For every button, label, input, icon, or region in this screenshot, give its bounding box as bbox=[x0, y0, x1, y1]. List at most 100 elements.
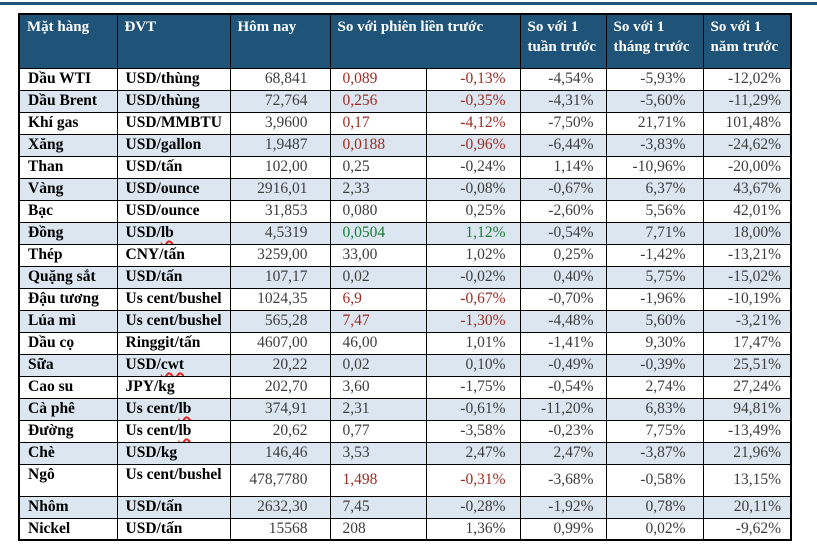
session-change-pct-cell: 1,36% bbox=[425, 517, 521, 541]
session-change-pct-cell: 1,02% bbox=[425, 243, 521, 267]
commodity-name-cell: Than bbox=[18, 155, 118, 179]
session-change-pct-cell: -3,58% bbox=[425, 419, 521, 443]
month-change-cell: 5,56% bbox=[605, 199, 704, 223]
unit-text: Us cent/bushel bbox=[125, 311, 222, 329]
session-change-pct-cell: -0,35% bbox=[425, 89, 521, 113]
commodity-name-cell: Khí gas bbox=[18, 111, 118, 135]
session-change-pct-cell: 1,12% bbox=[425, 221, 521, 245]
week-change-cell: -4,48% bbox=[519, 309, 607, 333]
year-change-cell: 42,01% bbox=[702, 199, 792, 223]
session-change-cell: 33,00 bbox=[329, 243, 427, 267]
week-change-cell: -2,60% bbox=[519, 199, 607, 223]
today-price-cell: 202,70 bbox=[229, 375, 331, 399]
week-change-cell: -1,92% bbox=[519, 495, 607, 519]
week-change-cell: -0,70% bbox=[519, 287, 607, 311]
week-change-cell: -3,68% bbox=[519, 463, 607, 497]
month-change-cell: 2,74% bbox=[605, 375, 704, 399]
unit-text: USD/thùng bbox=[125, 69, 200, 87]
year-change-cell: 13,15% bbox=[702, 463, 792, 497]
commodity-name-cell: Chè bbox=[18, 441, 118, 465]
session-change-cell: 7,45 bbox=[329, 495, 427, 519]
table-row: Nickel USD/tấn 15568 208 1,36% 0,99% 0,0… bbox=[18, 517, 792, 541]
month-change-cell: 21,71% bbox=[605, 111, 704, 135]
month-change-cell: 6,37% bbox=[605, 177, 704, 201]
session-change-cell: 3,60 bbox=[329, 375, 427, 399]
session-change-pct-cell: -0,67% bbox=[425, 287, 521, 311]
week-change-cell: -4,54% bbox=[519, 67, 607, 91]
month-change-cell: -1,96% bbox=[605, 287, 704, 311]
year-change-cell: -12,02% bbox=[702, 67, 792, 91]
unit-spellcheck-text: lb bbox=[178, 421, 192, 439]
unit-spellcheck-text: lb bbox=[178, 399, 192, 417]
commodity-name-cell: Lúa mì bbox=[18, 309, 118, 333]
year-change-cell: -11,29% bbox=[702, 89, 792, 113]
year-change-cell: 17,47% bbox=[702, 331, 792, 355]
year-change-cell: -10,19% bbox=[702, 287, 792, 311]
table-row: Xăng USD/gallon 1,9487 0,0188 -0,96% -6,… bbox=[18, 133, 792, 157]
month-change-cell: 7,75% bbox=[605, 419, 704, 443]
table-row: Bạc USD/ounce 31,853 0,080 0,25% -2,60% … bbox=[18, 199, 792, 223]
month-change-cell: 5,75% bbox=[605, 265, 704, 289]
unit-spellcheck-text: cwt bbox=[160, 355, 185, 373]
commodity-name-cell: Thép bbox=[18, 243, 118, 267]
week-change-cell: 0,40% bbox=[519, 265, 607, 289]
session-change-pct-cell: -4,12% bbox=[425, 111, 521, 135]
commodity-price-table: Mặt hàng ĐVT Hôm nay So với phiên liền t… bbox=[18, 13, 792, 541]
commodity-name-cell: Bạc bbox=[18, 199, 118, 223]
table-body: Dầu WTI USD/thùng 68,841 0,089 -0,13% -4… bbox=[18, 67, 792, 541]
month-change-cell: 7,71% bbox=[605, 221, 704, 245]
session-change-pct-cell: -0,08% bbox=[425, 177, 521, 201]
month-change-cell: 5,60% bbox=[605, 309, 704, 333]
commodity-name-cell: Nickel bbox=[18, 517, 118, 541]
session-change-pct-cell: 1,01% bbox=[425, 331, 521, 355]
session-change-cell: 0,02 bbox=[329, 265, 427, 289]
session-change-pct-cell: 2,47% bbox=[425, 441, 521, 465]
unit-text: USD/ounce bbox=[125, 179, 200, 197]
unit-text: USD/thùng bbox=[125, 91, 200, 109]
today-price-cell: 3259,00 bbox=[229, 243, 331, 267]
today-price-cell: 565,28 bbox=[229, 309, 331, 333]
unit-text: Us cent/ bbox=[125, 399, 179, 417]
unit-cell: USD/tấn bbox=[116, 495, 231, 519]
table-row: Dầu Brent USD/thùng 72,764 0,256 -0,35% … bbox=[18, 89, 792, 113]
unit-cell: USD/ounce bbox=[116, 177, 231, 201]
month-change-cell: -0,58% bbox=[605, 463, 704, 497]
unit-cell: Us cent/bushel bbox=[116, 287, 231, 311]
session-change-cell: 0,17 bbox=[329, 111, 427, 135]
week-change-cell: -0,23% bbox=[519, 419, 607, 443]
unit-cell: USD/tấn bbox=[116, 155, 231, 179]
year-change-cell: 94,81% bbox=[702, 397, 792, 421]
today-price-cell: 107,17 bbox=[229, 265, 331, 289]
today-price-cell: 31,853 bbox=[229, 199, 331, 223]
unit-cell: USD/MMBTU bbox=[116, 111, 231, 135]
session-change-cell: 6,9 bbox=[329, 287, 427, 311]
unit-text: USD/gallon bbox=[125, 135, 202, 153]
session-change-cell: 208 bbox=[329, 517, 427, 541]
unit-cell: USD/gallon bbox=[116, 133, 231, 157]
col-header-vs-week: So với 1 tuần trước bbox=[519, 13, 607, 69]
table-row: Sữa USD/cwt 20,22 0,02 0,10% -0,49% -0,3… bbox=[18, 353, 792, 377]
table-row: Quặng sắt USD/tấn 107,17 0,02 -0,02% 0,4… bbox=[18, 265, 792, 289]
year-change-cell: 43,67% bbox=[702, 177, 792, 201]
session-change-cell: 2,33 bbox=[329, 177, 427, 201]
today-price-cell: 20,62 bbox=[229, 419, 331, 443]
unit-cell: Us cent/bushel bbox=[116, 463, 231, 497]
unit-text: USD/tấn bbox=[125, 267, 183, 285]
month-change-cell: 0,02% bbox=[605, 517, 704, 541]
header-row: Mặt hàng ĐVT Hôm nay So với phiên liền t… bbox=[18, 13, 792, 69]
commodity-name-cell: Vàng bbox=[18, 177, 118, 201]
session-change-cell: 0,25 bbox=[329, 155, 427, 179]
month-change-cell: -0,39% bbox=[605, 353, 704, 377]
unit-cell: Ringgit/tấn bbox=[116, 331, 231, 355]
session-change-pct-cell: 0,25% bbox=[425, 199, 521, 223]
commodity-name-cell: Đồng bbox=[18, 221, 118, 245]
session-change-pct-cell: -1,75% bbox=[425, 375, 521, 399]
today-price-cell: 102,00 bbox=[229, 155, 331, 179]
session-change-pct-cell: -0,28% bbox=[425, 495, 521, 519]
year-change-cell: -20,00% bbox=[702, 155, 792, 179]
col-header-unit: ĐVT bbox=[116, 13, 231, 69]
week-change-cell: -7,50% bbox=[519, 111, 607, 135]
table-row: Lúa mì Us cent/bushel 565,28 7,47 -1,30%… bbox=[18, 309, 792, 333]
table-row: Ngô Us cent/bushel 478,7780 1,498 -0,31%… bbox=[18, 463, 792, 497]
week-change-cell: 0,99% bbox=[519, 517, 607, 541]
